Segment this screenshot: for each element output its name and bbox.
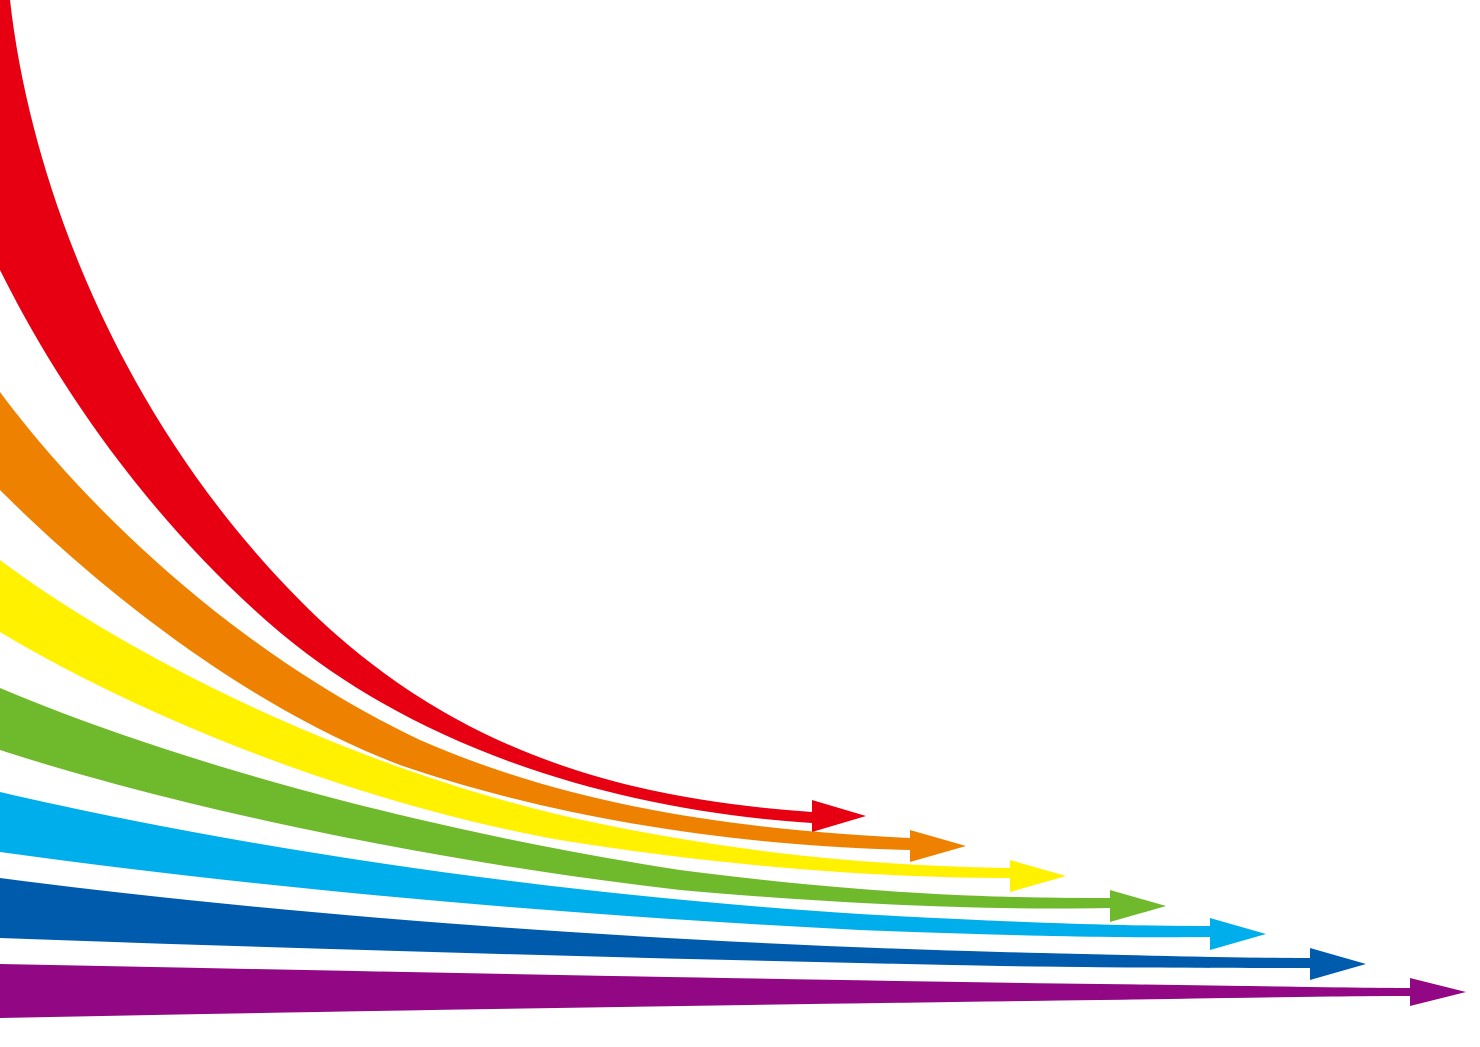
yellow-arrow <box>0 560 1066 892</box>
blue-arrow <box>0 878 1366 980</box>
green-arrow <box>0 688 1166 922</box>
purple-arrow <box>0 964 1466 1018</box>
red-arrow <box>0 0 866 832</box>
cyan-arrow <box>0 792 1266 950</box>
orange-arrow <box>0 392 966 862</box>
